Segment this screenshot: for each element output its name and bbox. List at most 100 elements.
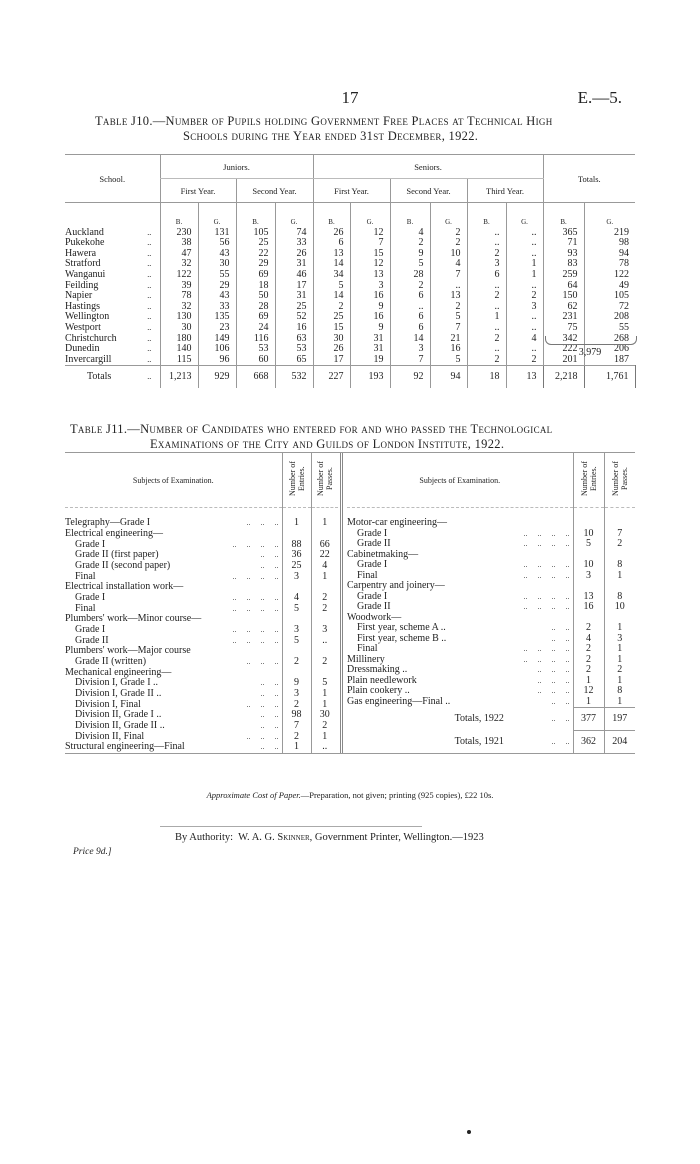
leader-dots: .. ..	[260, 560, 279, 570]
leader-dots: .. ..	[551, 736, 570, 746]
list-item: Plain cookery .. .. .. .. 12 8	[347, 685, 635, 697]
passes-value: 2	[603, 664, 635, 676]
leader-dots: .. .. .. ..	[232, 571, 279, 581]
school-name: Auckland	[65, 226, 104, 238]
passes-value	[603, 507, 635, 529]
entries-value: 2	[281, 699, 311, 711]
cell-value: 21	[429, 333, 467, 345]
entries-value: 4	[281, 592, 311, 604]
cell-value: 96	[197, 354, 236, 366]
leader-dots: .. ..	[260, 678, 279, 688]
table-j10-title-line2: Schools during the Year ended 31st Decem…	[183, 129, 479, 143]
cell-value: 55	[197, 269, 236, 281]
totals-row: Totals.. 1,213 929 668 532 227 193 92 94 18 13 2,21…	[65, 365, 636, 389]
totals-cell: Totals, 1922 .. ..	[347, 708, 573, 731]
subject-cell: Grade I .. .. .. ..	[347, 560, 573, 571]
entries-value: 3	[281, 688, 311, 700]
cell-value: 26	[312, 344, 350, 355]
cell-value: 7	[429, 322, 467, 334]
leader-dots: .. .. ..	[246, 699, 279, 709]
total-value: 1,761	[583, 365, 636, 389]
entries-value: 5	[281, 635, 311, 647]
leader-dots: .. .. ..	[537, 686, 570, 695]
school-name: Feilding	[65, 279, 99, 291]
cell-value: 6	[389, 312, 430, 323]
subject-cell: Plumbers' work—Minor course—	[65, 614, 282, 625]
cell-value: 49	[583, 280, 636, 292]
cell-value: 12	[349, 259, 390, 270]
cell-value: 219	[583, 227, 636, 239]
passes-value	[310, 667, 338, 679]
girls-label: G.	[429, 202, 467, 228]
cell-value: 9	[349, 322, 390, 334]
cell-value: 14	[389, 333, 430, 345]
passes-value: 30	[310, 710, 338, 721]
leader-dots: ..	[147, 227, 152, 237]
subject-cell: Electrical installation work—	[65, 582, 282, 593]
cell-value: 365	[542, 227, 585, 239]
subject-label: Grade I	[357, 591, 388, 602]
subject-cell: Division I, Grade II .. .. ..	[65, 689, 282, 700]
col-seniors: Seniors.	[312, 154, 544, 179]
entries-value: 13	[572, 591, 604, 602]
totals-cell: Totals, 1921 .. ..	[347, 731, 573, 754]
cell-value: 7	[349, 238, 390, 249]
list-item: Grade I .. .. .. .. 88 66	[65, 539, 338, 551]
passes-value: 7	[603, 528, 635, 539]
printer-name: Skinner	[277, 832, 310, 843]
cell-value: 10	[429, 248, 467, 260]
cell-value: 63	[274, 333, 313, 345]
leader-dots: .. ..	[260, 550, 279, 560]
list-item: Final .. .. .. .. 3 1	[65, 571, 338, 583]
school-name: Stratford	[65, 258, 101, 270]
grand-total-brace	[545, 336, 637, 345]
list-item: First year, scheme B .. .. .. 4 3	[347, 633, 635, 644]
subject-cell: First year, scheme A .. .. ..	[347, 623, 573, 634]
list-item: Plumbers' work—Major course	[65, 646, 338, 657]
subject-cell: Grade II (written) .. .. ..	[65, 657, 282, 668]
cell-value: 62	[542, 301, 585, 313]
cell-value: 5	[389, 259, 430, 270]
cell-value: 28	[389, 269, 430, 281]
cell-value: 2	[505, 291, 544, 302]
subject-cell: Grade I .. .. .. ..	[65, 540, 282, 551]
cell-value: ..	[466, 322, 506, 334]
cell-value: 3	[389, 344, 430, 355]
cell-value: 39	[159, 280, 198, 292]
subject-cell: Telegraphy—Grade I .. .. ..	[65, 508, 282, 529]
leader-dots: ..	[147, 301, 152, 311]
leader-dots: .. .. .. ..	[523, 570, 570, 580]
subject-label: Plain needlework	[347, 675, 417, 686]
list-item: Motor-car engineering—	[347, 507, 635, 529]
cell-value: 38	[159, 238, 198, 249]
cell-value: 2	[505, 354, 544, 366]
cell-value: 60	[235, 354, 275, 366]
school-name: Hastings	[65, 300, 100, 312]
list-item: Grade II .. .. .. .. 16 10	[347, 601, 635, 613]
girls-label: G.	[274, 202, 313, 228]
subject-label: Final	[75, 603, 96, 614]
subject-cell: Grade II .. .. .. ..	[347, 602, 573, 613]
leader-dots: .. .. .. ..	[523, 539, 570, 548]
cell-value: 43	[197, 248, 236, 260]
total-value: 668	[235, 365, 275, 389]
cell-value: 2	[466, 248, 506, 260]
cell-value: 7	[389, 354, 430, 366]
leader-dots: ..	[147, 259, 152, 269]
table-row: Hawera.. 47 43 22 26 13 15 9 10 2.. 93 94	[65, 248, 636, 260]
entries-value	[281, 582, 311, 593]
passes-value: 1	[310, 688, 338, 700]
cell-value: 25	[235, 238, 275, 249]
entries-value: 2	[572, 622, 604, 634]
subject-label: Grade II	[357, 539, 391, 549]
passes-value: 2	[310, 720, 338, 732]
total-value: 227	[312, 365, 350, 389]
entries-value: 16	[572, 601, 604, 613]
leader-dots: .. .. ..	[246, 656, 279, 666]
subject-label: Grade I	[75, 624, 106, 635]
cell-value: 93	[542, 248, 585, 260]
list-item: Gas engineering—Final .... .. 1 1	[347, 696, 635, 708]
cell-value: ..	[466, 280, 506, 292]
cell-value: 105	[235, 227, 275, 239]
entries-value	[281, 646, 311, 657]
